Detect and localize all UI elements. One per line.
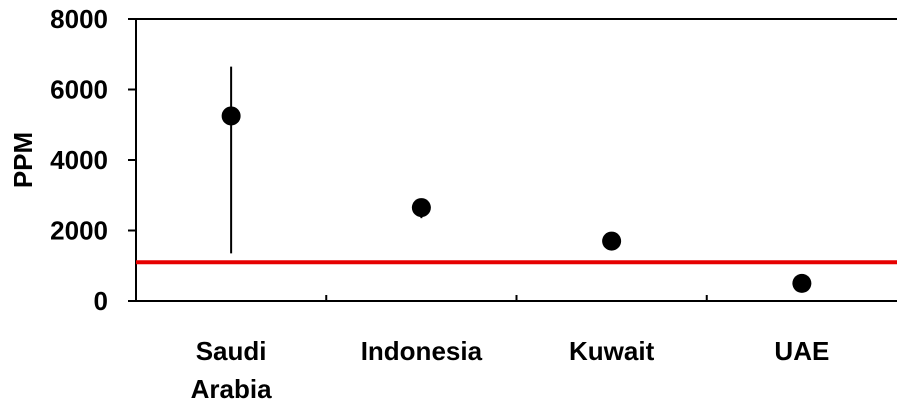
- x-category-label: Arabia: [191, 374, 272, 404]
- y-axis-ticks: 0 2000 4000 6000 8000: [50, 4, 136, 316]
- x-axis-labels: Saudi Arabia Indonesia Kuwait UAE: [191, 336, 830, 404]
- y-tick-label: 8000: [50, 4, 108, 34]
- y-tick-label: 6000: [50, 75, 108, 105]
- x-category-label: Indonesia: [361, 336, 483, 366]
- y-tick-label: 0: [94, 286, 108, 316]
- y-axis-title: PPM: [8, 132, 38, 188]
- y-tick-label: 4000: [50, 145, 108, 175]
- data-point: [222, 106, 241, 125]
- x-category-label: UAE: [774, 336, 829, 366]
- data-point: [792, 274, 811, 293]
- data-points: [222, 106, 812, 292]
- x-category-label: Saudi: [196, 336, 267, 366]
- y-tick-label: 2000: [50, 216, 108, 246]
- plot-area: [136, 19, 897, 301]
- x-category-label: Kuwait: [569, 336, 655, 366]
- data-point: [412, 198, 431, 217]
- data-point: [602, 232, 621, 251]
- error-bars: [231, 67, 421, 254]
